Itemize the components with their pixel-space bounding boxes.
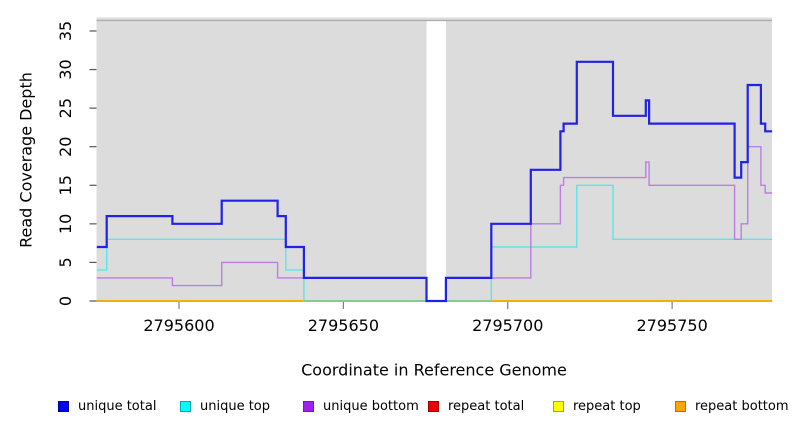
- x-tick-label: 2795700: [472, 316, 543, 335]
- legend-label: repeat total: [448, 399, 525, 414]
- legend-swatch-unique-top: [180, 401, 191, 412]
- y-tick-label: 35: [56, 21, 75, 41]
- gap-region: [426, 21, 446, 302]
- y-tick-label: 10: [56, 214, 75, 234]
- y-tick-label: 30: [56, 59, 75, 79]
- x-tick-label: 2795600: [143, 316, 214, 335]
- y-tick-label: 0: [56, 296, 75, 306]
- y-tick-label: 15: [56, 175, 75, 195]
- legend-label: unique top: [200, 399, 271, 414]
- legend-item-unique-total: unique total: [58, 399, 156, 414]
- legend-item-repeat-total: repeat total: [428, 399, 524, 414]
- x-axis-title: Coordinate in Reference Genome: [301, 360, 567, 380]
- x-tick-label: 2795750: [636, 316, 707, 335]
- legend-item-unique-bottom: unique bottom: [303, 399, 419, 414]
- legend-swatch-unique-bottom: [303, 401, 314, 412]
- y-tick-label: 5: [56, 257, 75, 267]
- y-axis-title: Read Coverage Depth: [16, 72, 36, 248]
- legend-item-repeat-bottom: repeat bottom: [675, 399, 789, 414]
- legend-swatch-repeat-total: [428, 401, 439, 412]
- legend-swatch-repeat-top: [553, 401, 564, 412]
- x-tick-label: 2795650: [308, 316, 379, 335]
- legend-label: repeat bottom: [695, 399, 789, 414]
- legend-swatch-unique-total: [58, 401, 69, 412]
- legend-label: unique total: [78, 399, 157, 414]
- legend-item-repeat-top: repeat top: [553, 399, 641, 414]
- legend-label: unique bottom: [323, 399, 419, 414]
- legend-swatch-repeat-bottom: [675, 401, 686, 412]
- legend-label: repeat top: [573, 399, 641, 414]
- y-tick-label: 20: [56, 137, 75, 157]
- y-tick-label: 25: [56, 98, 75, 118]
- legend-item-unique-top: unique top: [180, 399, 270, 414]
- series-line-unique-total: [96, 60, 773, 303]
